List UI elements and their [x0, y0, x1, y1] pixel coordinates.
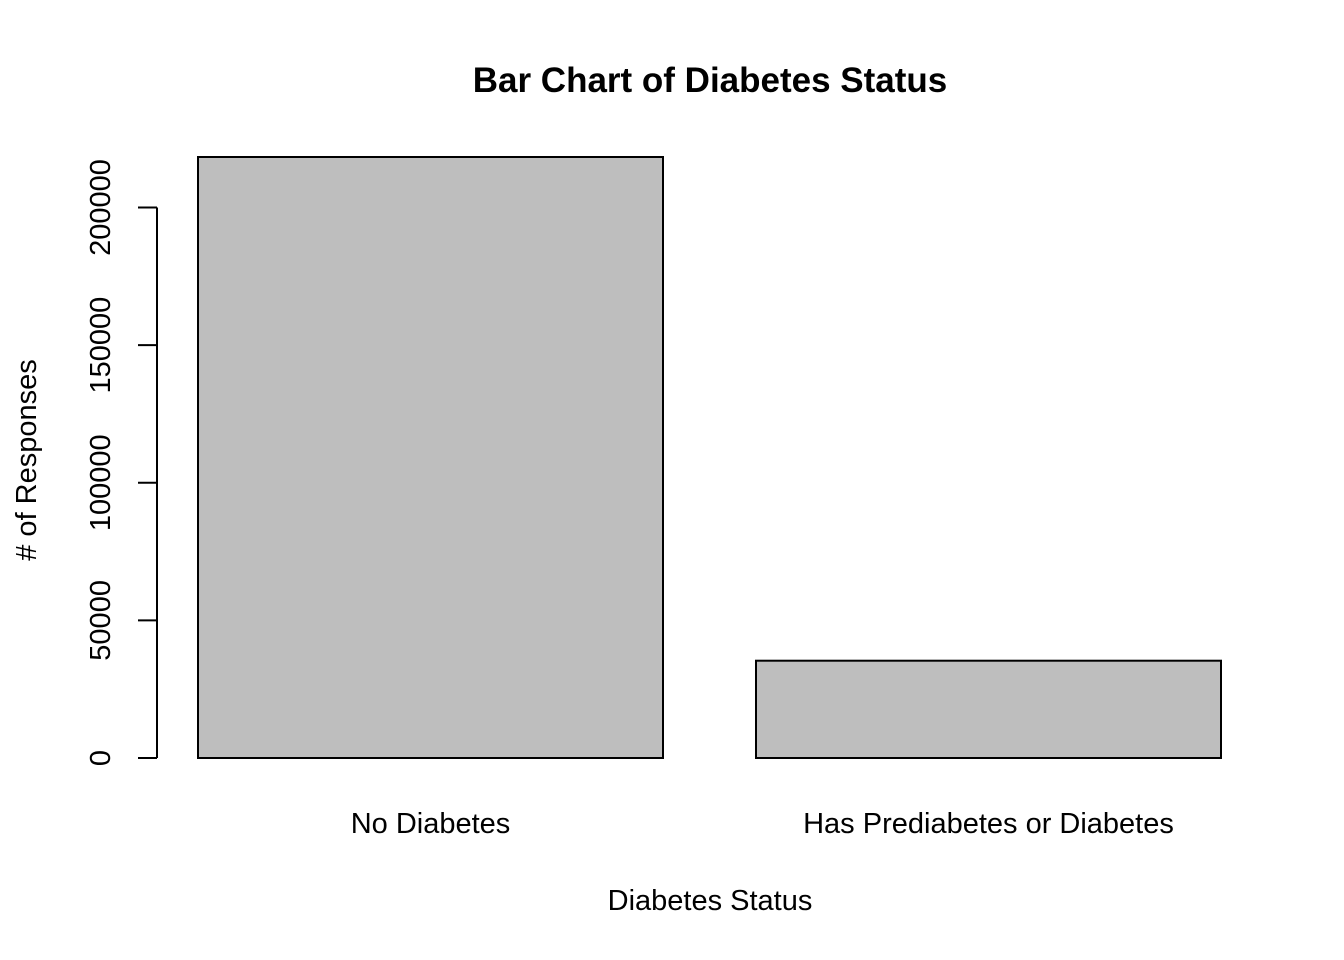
chart-title: Bar Chart of Diabetes Status: [473, 61, 948, 100]
y-tick-label: 100000: [85, 434, 117, 531]
y-tick-label: 0: [85, 750, 117, 766]
x-axis-label: Diabetes Status: [608, 885, 813, 917]
bar-no-diabetes: [197, 156, 664, 759]
y-axis-label: # of Responses: [11, 359, 43, 561]
x-tick-labels: No Diabetes Has Prediabetes or Diabetes: [351, 808, 1174, 840]
x-tick-label: Has Prediabetes or Diabetes: [803, 808, 1174, 840]
bars-group: [197, 156, 1222, 759]
y-tick-label: 50000: [85, 580, 117, 661]
x-tick-label: No Diabetes: [351, 808, 511, 840]
bar-has-prediabetes-or-diabetes: [755, 659, 1222, 759]
y-axis: 0 50000 100000 150000 200000: [85, 159, 158, 766]
y-tick-label: 200000: [85, 159, 117, 256]
y-tick-label: 150000: [85, 297, 117, 394]
